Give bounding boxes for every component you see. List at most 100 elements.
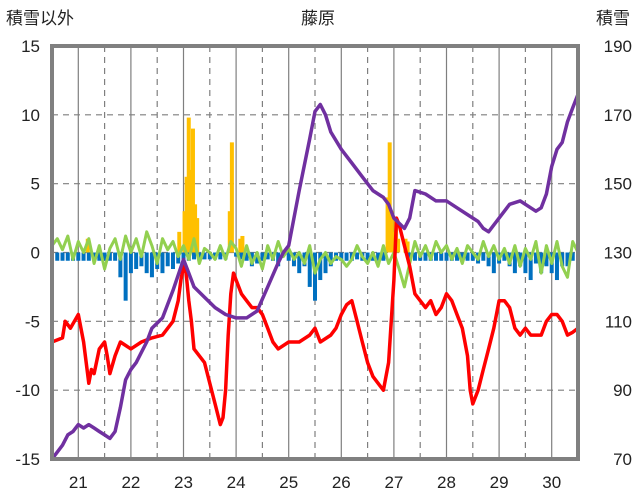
sunshine-bar	[181, 252, 186, 261]
y-right-tick-label: 190	[604, 37, 632, 56]
sunshine-bar	[202, 252, 207, 260]
sunshine-bar	[60, 252, 65, 261]
precip-bar	[240, 235, 245, 253]
precip-bar	[405, 241, 410, 253]
y-right-tick-label: 150	[604, 175, 632, 194]
x-tick-label: 22	[121, 473, 140, 492]
precip-bar	[188, 169, 193, 253]
sunshine-bar	[149, 252, 154, 278]
sunshine-bar	[381, 252, 386, 261]
sunshine-bar	[407, 252, 412, 261]
sunshine-bar	[123, 252, 128, 301]
sunshine-bar	[139, 252, 144, 267]
sunshine-bar	[107, 252, 112, 261]
precip-bar	[195, 218, 200, 253]
x-tick-label: 21	[69, 473, 88, 492]
sunshine-bar	[192, 252, 197, 260]
snow-depth-line	[50, 92, 580, 461]
sunshine-bar	[170, 252, 175, 270]
precip-bar	[177, 231, 182, 253]
sunshine-bar	[365, 252, 370, 261]
tick-labels: 15 10 5 0 -5 -10 -15 190 170 150 130 110 90 70 21 22 23 2…	[15, 37, 632, 492]
y-left-tick-label: -10	[15, 381, 40, 400]
sunshine-bar	[134, 252, 139, 270]
sunshine-bar	[423, 252, 428, 261]
right-axis-label: 積雪	[596, 9, 630, 29]
y-right-tick-label: 130	[604, 244, 632, 263]
sunshine-bar	[118, 252, 123, 278]
sunshine-bar	[328, 252, 333, 267]
sunshine-bar	[554, 252, 559, 281]
precip-bar	[227, 211, 232, 253]
series-lines	[50, 92, 580, 461]
x-tick-label: 26	[332, 473, 351, 492]
sunshine-bar	[160, 252, 165, 274]
sunshine-bar	[518, 252, 523, 267]
wind-line	[50, 230, 580, 289]
sunshine-bar	[55, 252, 60, 261]
sunshine-bar	[539, 252, 544, 274]
y-left-tick-label: -5	[25, 312, 40, 331]
sunshine-bar	[234, 252, 239, 257]
sunshine-bar	[486, 252, 491, 267]
sunshine-bar	[339, 252, 344, 261]
precip-bar	[190, 128, 195, 253]
sunshine-bar	[81, 252, 86, 261]
sunshine-bar	[165, 252, 170, 267]
plot-frame	[50, 44, 580, 461]
precip-bar	[184, 176, 189, 253]
y-right-tick-label: 70	[613, 450, 632, 469]
y-left-tick-label: 0	[31, 244, 40, 263]
sunshine-bar	[470, 252, 475, 261]
sunshine-bar	[502, 252, 507, 261]
sunshine-bar	[439, 252, 444, 261]
sunshine-bar	[102, 252, 107, 261]
precip-bar	[238, 238, 243, 253]
x-tick-label: 30	[542, 473, 561, 492]
y-right-tick-label: 90	[613, 381, 632, 400]
sunshine-bar	[244, 252, 249, 261]
sunshine-bar	[113, 252, 118, 261]
x-tick-label: 23	[174, 473, 193, 492]
y-left-tick-label: 15	[21, 37, 40, 56]
bars	[55, 117, 580, 301]
precip-bar	[186, 117, 191, 253]
sunshine-bar	[260, 252, 265, 261]
y-right-tick-label: 170	[604, 106, 632, 125]
x-tick-label: 27	[384, 473, 403, 492]
precip-bar	[396, 238, 401, 253]
sunshine-bar	[444, 252, 449, 261]
sunshine-bar	[344, 252, 349, 261]
sunshine-bar	[533, 252, 538, 264]
precip-bar	[387, 142, 392, 253]
precip-bar	[385, 197, 390, 253]
sunshine-bar	[255, 252, 260, 264]
sunshine-bar	[207, 252, 212, 260]
sunshine-bar	[313, 252, 317, 301]
sunshine-bar	[76, 252, 81, 261]
sunshine-bar	[376, 252, 381, 261]
sunshine-bar	[528, 252, 533, 281]
precip-bar	[389, 211, 394, 253]
sunshine-bar	[197, 252, 202, 260]
x-tick-label: 29	[490, 473, 509, 492]
sunshine-bar	[318, 252, 323, 281]
sunshine-bar	[239, 252, 244, 260]
sunshine-bar	[128, 252, 133, 274]
left-axis-label: 積雪以外	[6, 9, 74, 29]
sunshine-bar	[523, 252, 528, 274]
sunshine-bar	[297, 252, 302, 274]
precip-bar	[229, 142, 234, 253]
sunshine-bar	[565, 252, 570, 267]
y-left-tick-label: 10	[21, 106, 40, 125]
x-tick-label: 28	[437, 473, 456, 492]
sunshine-bar	[144, 252, 149, 274]
sunshine-bar	[286, 252, 291, 261]
sunshine-bar	[455, 252, 460, 261]
x-tick-label: 25	[279, 473, 298, 492]
sunshine-bar	[544, 252, 549, 267]
sunshine-bar	[65, 252, 70, 261]
sunshine-bar	[97, 252, 102, 261]
sunshine-bar	[512, 252, 517, 274]
